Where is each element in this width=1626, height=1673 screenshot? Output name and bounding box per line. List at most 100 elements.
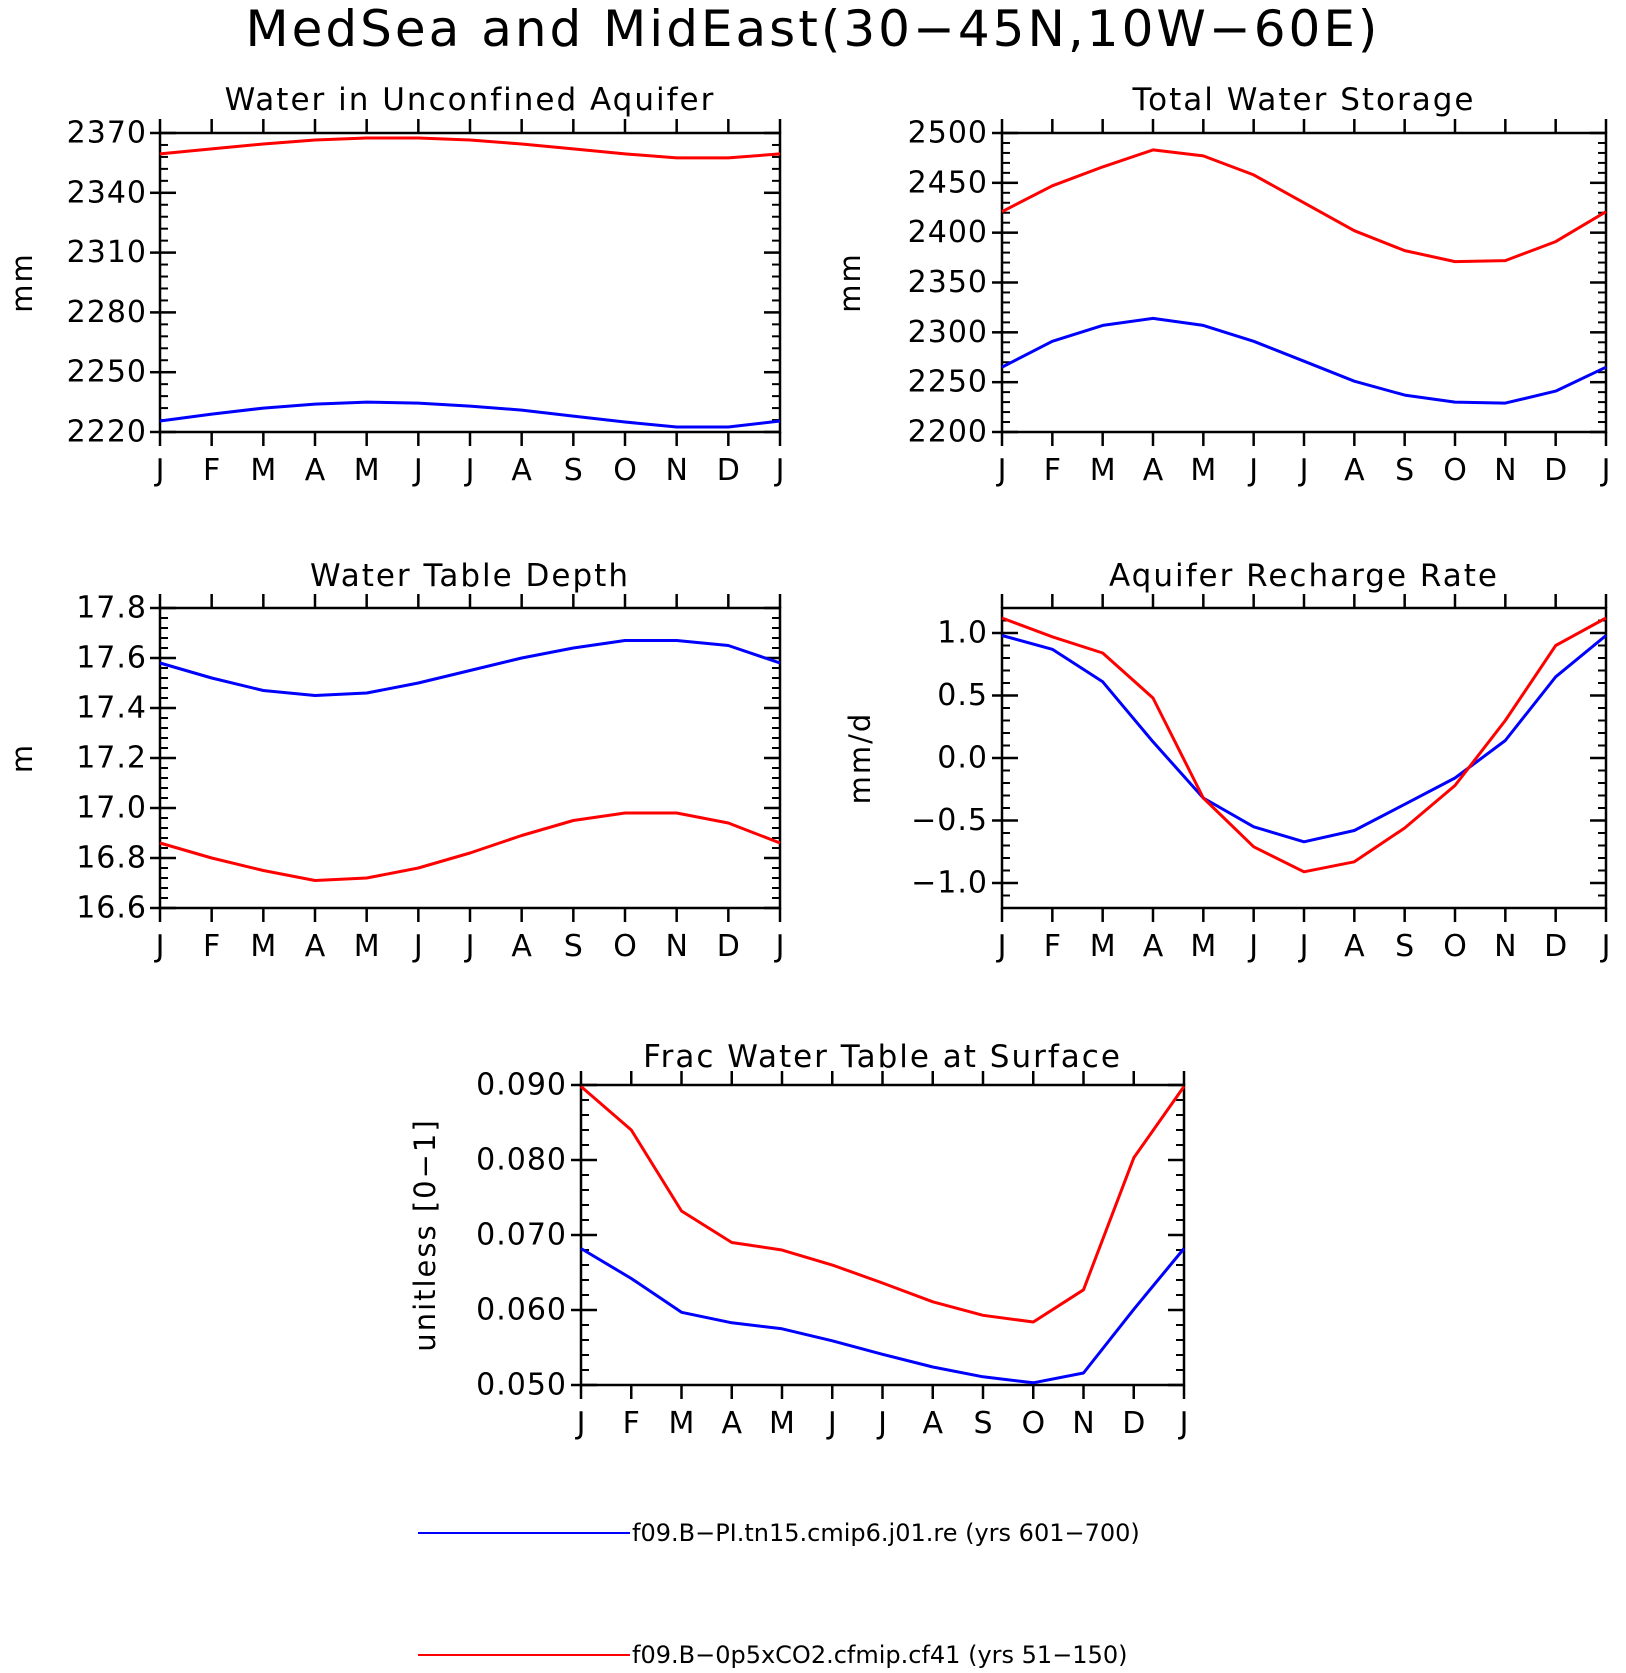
- x-tick-label-2: M: [250, 453, 276, 488]
- x-tick-label-5: J: [412, 453, 423, 488]
- legend-label-pi: f09.B−PI.tn15.cmip6.j01.re (yrs 601−700): [632, 1519, 1140, 1547]
- y-axis-label: unitless [0−1]: [408, 1118, 442, 1351]
- x-tick-label-11: D: [1544, 929, 1567, 964]
- x-tick-label-12: J: [1600, 929, 1611, 964]
- y-axis-label: mm: [5, 252, 39, 313]
- x-tick-label-12: J: [1600, 453, 1611, 488]
- x-tick-label-9: O: [1443, 453, 1467, 488]
- x-tick-label-0: J: [996, 929, 1007, 964]
- y-tick-label: −0.5: [911, 803, 988, 838]
- y-tick-label: 0.050: [476, 1368, 567, 1403]
- x-tick-label-2: M: [1090, 453, 1116, 488]
- x-tick-label-6: J: [1298, 929, 1309, 964]
- x-tick-label-1: F: [1044, 453, 1061, 488]
- y-tick-label: 2200: [908, 415, 988, 450]
- x-tick-label-4: M: [354, 453, 380, 488]
- x-tick-label-11: D: [1122, 1406, 1145, 1441]
- x-tick-label-2: M: [669, 1406, 695, 1441]
- panel-title: Water in Unconfined Aquifer: [225, 82, 716, 118]
- y-tick-label: 17.8: [76, 591, 147, 626]
- series-line-red: [580, 1085, 1186, 1324]
- series-line-blue: [580, 1247, 1186, 1385]
- x-tick-label-12: J: [774, 929, 785, 964]
- x-tick-label-10: N: [1494, 453, 1516, 488]
- x-tick-label-1: F: [203, 929, 220, 964]
- x-tick-label-6: J: [876, 1406, 887, 1441]
- y-tick-label: 2340: [67, 175, 147, 210]
- x-tick-label-4: M: [1190, 929, 1216, 964]
- x-tick-label-8: S: [1395, 453, 1414, 488]
- y-tick-label: 2280: [67, 295, 147, 330]
- x-tick-label-11: D: [717, 453, 740, 488]
- y-tick-label: 2250: [908, 365, 988, 400]
- plot-frame: [579, 1083, 1186, 1387]
- x-tick-label-10: N: [1072, 1406, 1094, 1441]
- x-tick-label-8: S: [1395, 929, 1414, 964]
- x-tick-label-5: J: [1247, 453, 1258, 488]
- y-tick-label: 2400: [908, 215, 988, 250]
- legend-label-co2: f09.B−0p5xCO2.cfmip.cf41 (yrs 51−150): [632, 1641, 1128, 1669]
- x-tick-label-3: A: [305, 453, 326, 488]
- x-tick-label-10: N: [665, 453, 687, 488]
- x-tick-label-10: N: [665, 929, 687, 964]
- y-tick-label: 2500: [908, 116, 988, 151]
- panel-title: Frac Water Table at Surface: [643, 1039, 1122, 1075]
- x-tick-label-2: M: [1090, 929, 1116, 964]
- y-tick-label: 0.090: [476, 1068, 567, 1103]
- panel-title: Aquifer Recharge Rate: [1109, 558, 1499, 594]
- x-tick-label-1: F: [623, 1406, 640, 1441]
- x-tick-label-5: J: [412, 929, 423, 964]
- panel-title: Water Table Depth: [310, 558, 630, 594]
- panel-title: Total Water Storage: [1131, 82, 1475, 118]
- x-tick-label-12: J: [1178, 1406, 1189, 1441]
- legend-line-red: [418, 1654, 630, 1656]
- x-tick-label-4: M: [769, 1406, 795, 1441]
- x-tick-label-0: J: [154, 929, 165, 964]
- y-tick-label: 0.080: [476, 1143, 567, 1178]
- y-tick-label: 2350: [908, 265, 988, 300]
- x-tick-label-6: J: [1298, 453, 1309, 488]
- x-tick-label-3: A: [721, 1406, 742, 1441]
- x-tick-label-6: J: [464, 929, 475, 964]
- y-tick-label: 0.070: [476, 1218, 567, 1253]
- x-tick-label-7: A: [1344, 453, 1365, 488]
- y-tick-label: 2450: [908, 165, 988, 200]
- y-tick-label: 17.6: [76, 641, 147, 676]
- x-tick-label-7: A: [1344, 929, 1365, 964]
- x-tick-label-9: O: [1021, 1406, 1045, 1441]
- y-tick-label: 17.4: [76, 691, 147, 726]
- y-tick-label: 2370: [67, 116, 147, 151]
- x-tick-label-7: A: [511, 929, 532, 964]
- y-tick-label: 2250: [67, 355, 147, 390]
- x-tick-label-0: J: [575, 1406, 586, 1441]
- x-tick-label-7: A: [511, 453, 532, 488]
- y-tick-label: 2220: [67, 415, 147, 450]
- x-tick-label-6: J: [464, 453, 475, 488]
- legend-line-blue: [418, 1532, 630, 1534]
- x-tick-label-10: N: [1494, 929, 1516, 964]
- y-tick-label: −1.0: [911, 866, 988, 901]
- x-tick-label-8: S: [973, 1406, 992, 1441]
- x-tick-label-8: S: [564, 453, 583, 488]
- x-tick-label-0: J: [154, 453, 165, 488]
- x-tick-label-9: O: [613, 453, 637, 488]
- x-tick-label-4: M: [354, 929, 380, 964]
- y-tick-label: 1.0: [937, 616, 988, 651]
- x-tick-label-2: M: [250, 929, 276, 964]
- y-tick-label: 0.5: [937, 678, 988, 713]
- x-tick-label-1: F: [1044, 929, 1061, 964]
- x-tick-label-9: O: [1443, 929, 1467, 964]
- y-tick-label: 2300: [908, 315, 988, 350]
- x-tick-label-12: J: [774, 453, 785, 488]
- y-tick-label: 16.6: [76, 891, 147, 926]
- y-tick-label: 0.060: [476, 1293, 567, 1328]
- x-tick-label-0: J: [996, 453, 1007, 488]
- x-tick-label-11: D: [717, 929, 740, 964]
- y-tick-label: 17.0: [76, 791, 147, 826]
- x-tick-label-9: O: [613, 929, 637, 964]
